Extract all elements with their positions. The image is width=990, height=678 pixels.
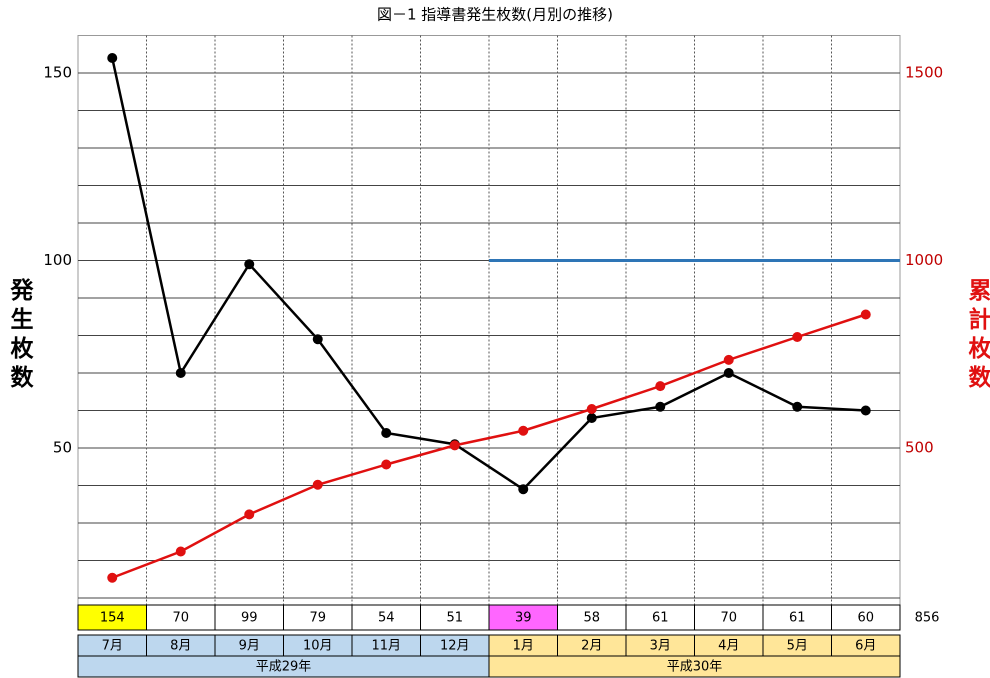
- y-axis-label: 発生枚数: [6, 278, 32, 394]
- total-value: 856: [915, 611, 940, 626]
- table-value: 54: [378, 611, 395, 626]
- table-value: 58: [583, 611, 600, 626]
- table-cell: [420, 604, 490, 631]
- y2-tick-label: 1000: [905, 251, 943, 269]
- point: [723, 368, 734, 378]
- point: [175, 368, 186, 378]
- table-value: 99: [241, 611, 258, 626]
- x-tick-label: 4月: [718, 639, 739, 654]
- x-tick-label: 8月: [170, 639, 191, 654]
- point: [518, 425, 529, 436]
- point: [860, 309, 871, 320]
- y2-axis-label: 累計枚数: [964, 278, 990, 394]
- point: [518, 484, 529, 495]
- table-cell: [283, 604, 353, 631]
- point: [175, 546, 186, 557]
- y2-tick-label: 500: [905, 439, 934, 457]
- table-cell: [762, 604, 832, 631]
- point: [792, 332, 803, 342]
- point: [381, 428, 392, 438]
- group-label: 平成30年: [667, 660, 723, 675]
- point: [107, 572, 118, 583]
- table-value: 70: [172, 611, 189, 626]
- x-tick-label: 11月: [371, 639, 401, 654]
- x-tick-label: 5月: [787, 639, 808, 654]
- x-tick-label: 10月: [303, 639, 333, 654]
- y-tick-label: 100: [43, 251, 72, 269]
- x-tick-label: 1月: [513, 639, 534, 654]
- x-tick-label: 12月: [440, 639, 470, 654]
- table-value: 61: [789, 611, 806, 626]
- x-tick-label: 3月: [650, 639, 671, 654]
- point: [723, 354, 734, 365]
- table-value: 61: [652, 611, 669, 626]
- series-line: [111, 57, 866, 491]
- table-value: 70: [720, 611, 737, 626]
- point: [655, 401, 666, 412]
- y-tick-label: 150: [43, 64, 72, 82]
- table-value: 51: [446, 611, 463, 626]
- point: [586, 404, 597, 414]
- series-line: [111, 313, 867, 579]
- point: [860, 405, 871, 416]
- point: [586, 413, 597, 423]
- y-tick-label: 50: [53, 439, 72, 457]
- point: [312, 334, 323, 345]
- table-value: 39: [515, 611, 532, 626]
- point: [449, 440, 460, 451]
- table-value: 154: [100, 611, 125, 626]
- point: [312, 479, 323, 490]
- chart-title: 図－1 指導書発生枚数(月別の推移): [377, 6, 613, 24]
- table-cell: [77, 604, 147, 631]
- x-tick-label: 6月: [855, 639, 876, 654]
- point: [655, 381, 666, 392]
- table-value: 60: [857, 611, 874, 626]
- point: [381, 459, 392, 470]
- table-value: 79: [309, 611, 326, 626]
- y2-tick-label: 1500: [905, 64, 943, 82]
- x-tick-label: 7月: [102, 639, 123, 654]
- point: [244, 259, 255, 270]
- table-cell: [625, 604, 695, 631]
- point: [107, 53, 118, 63]
- point: [244, 509, 255, 520]
- group-label: 平成29年: [256, 660, 312, 675]
- table-cell: [831, 604, 901, 631]
- x-tick-label: 2月: [581, 639, 602, 654]
- point: [792, 401, 803, 412]
- x-tick-label: 9月: [239, 639, 260, 654]
- table-cell: [557, 604, 627, 631]
- group-cell: [488, 655, 901, 678]
